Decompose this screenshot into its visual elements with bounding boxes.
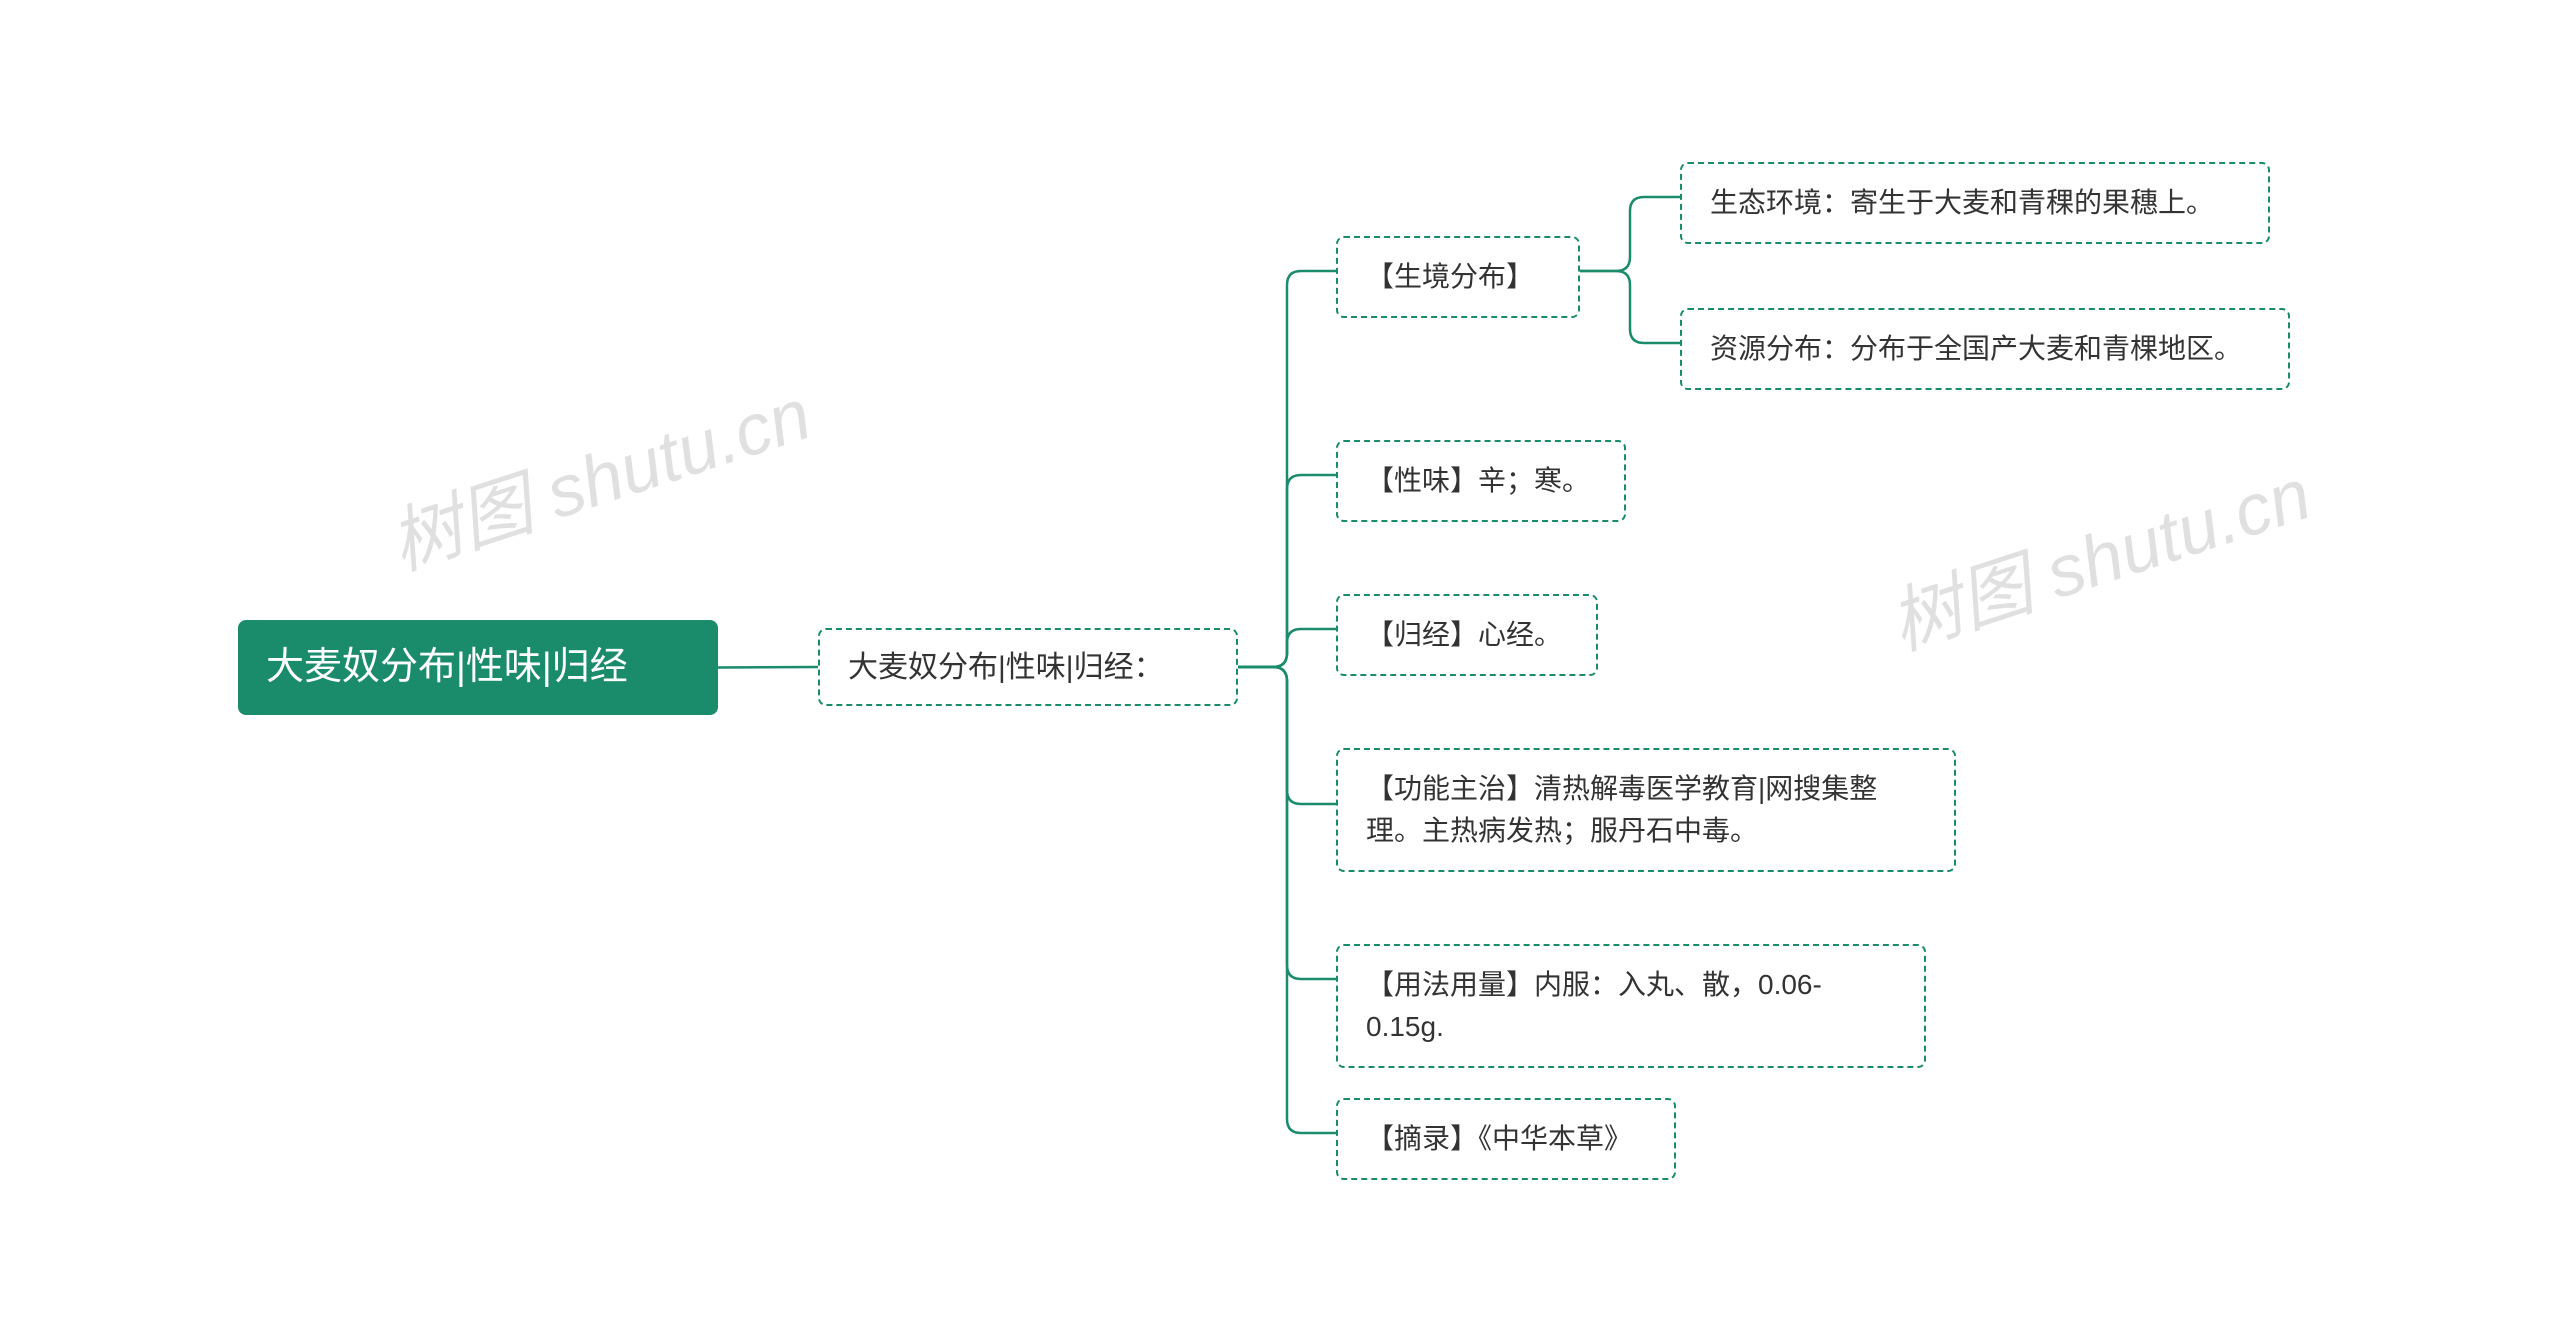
subtopic-node[interactable]: 大麦奴分布|性味|归经： — [818, 628, 1238, 706]
leaf-label: 生态环境：寄生于大麦和青稞的果穗上。 — [1710, 182, 2214, 224]
leaf-node-flavor[interactable]: 【性味】辛；寒。 — [1336, 440, 1626, 522]
leaf-node-dist[interactable]: 资源分布：分布于全国产大麦和青棵地区。 — [1680, 308, 2290, 390]
leaf-node-source[interactable]: 【摘录】《中华本草》 — [1336, 1098, 1676, 1180]
watermark: 树图 shutu.cn — [374, 355, 821, 590]
leaf-label: 【用法用量】内服：入丸、散，0.06-0.15g. — [1366, 964, 1896, 1048]
mindmap-canvas: 树图 shutu.cn 树图 shutu.cn 大麦奴分布|性味|归经 大麦奴分… — [0, 0, 2560, 1339]
watermark: 树图 shutu.cn — [1874, 435, 2321, 670]
leaf-node-dosage[interactable]: 【用法用量】内服：入丸、散，0.06-0.15g. — [1336, 944, 1926, 1068]
leaf-node-function[interactable]: 【功能主治】清热解毒医学教育|网搜集整理。主热病发热；服丹石中毒。 — [1336, 748, 1956, 872]
leaf-label: 【归经】心经。 — [1366, 614, 1562, 656]
leaf-label: 【性味】辛；寒。 — [1366, 460, 1590, 502]
subtopic-label: 大麦奴分布|性味|归经： — [848, 645, 1164, 690]
leaf-label: 资源分布：分布于全国产大麦和青棵地区。 — [1710, 328, 2242, 370]
leaf-label: 【摘录】《中华本草》 — [1366, 1118, 1632, 1160]
leaf-node-eco[interactable]: 生态环境：寄生于大麦和青稞的果穗上。 — [1680, 162, 2270, 244]
leaf-node-meridian[interactable]: 【归经】心经。 — [1336, 594, 1598, 676]
root-node[interactable]: 大麦奴分布|性味|归经 — [238, 620, 718, 715]
leaf-label: 【生境分布】 — [1366, 256, 1534, 298]
root-label: 大麦奴分布|性味|归经 — [266, 639, 628, 696]
leaf-label: 【功能主治】清热解毒医学教育|网搜集整理。主热病发热；服丹石中毒。 — [1366, 768, 1926, 852]
leaf-node-habitat[interactable]: 【生境分布】 — [1336, 236, 1580, 318]
